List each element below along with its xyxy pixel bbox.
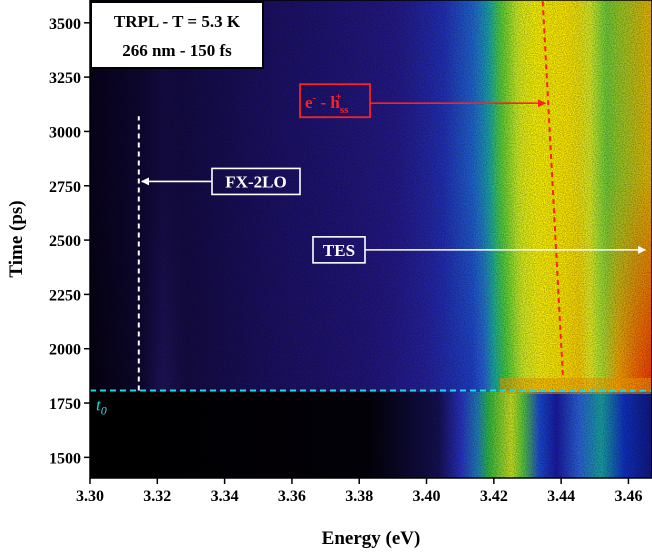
y-tick-label: 2000: [49, 342, 81, 359]
x-tick-label: 3.34: [211, 488, 239, 505]
plot-frame: [89, 0, 652, 479]
title-box: TRPL - T = 5.3 K 266 nm - 150 fs: [90, 1, 264, 69]
x-tick-label: 3.42: [480, 488, 508, 505]
x-axis-ticks: 3.30 3.32 3.34 3.36 3.38 3.40 3.42 3.44 3.46: [76, 478, 642, 505]
y-tick-label: 3500: [49, 16, 81, 33]
y-tick-label: 1500: [49, 450, 81, 467]
x-tick-label: 3.40: [413, 488, 441, 505]
y-tick-label: 2750: [49, 179, 81, 196]
title-box-frame: [90, 1, 264, 69]
y-tick-label: 3000: [49, 124, 81, 141]
y-axis-label: Time (ps): [6, 200, 27, 277]
heatmap-noise: [90, 0, 652, 478]
title-line-2: 266 nm - 150 fs: [122, 41, 232, 60]
x-tick-label: 3.46: [614, 488, 642, 505]
e-hss-label-box: [299, 83, 371, 119]
fx-2lo-label: FX-2LO: [225, 172, 286, 191]
heatmap-image: [90, 0, 652, 478]
fx-2lo-label-box: [211, 167, 301, 196]
x-tick-label: 3.44: [547, 488, 575, 505]
title-line-1: TRPL - T = 5.3 K: [114, 12, 241, 31]
x-tick-label: 3.32: [143, 488, 171, 505]
y-axis-ticks: 1500 1750 2000 2250 2500 2750 3000 3250 3500: [49, 16, 90, 467]
x-axis-label: Energy (eV): [322, 528, 421, 549]
y-tick-label: 2500: [49, 233, 81, 250]
y-tick-label: 1750: [49, 396, 81, 413]
x-tick-label: 3.38: [345, 488, 373, 505]
y-tick-label: 2250: [49, 287, 81, 304]
t0-label: t0: [96, 395, 107, 417]
tes-label-box: [312, 236, 366, 264]
y-tick-label: 3250: [49, 70, 81, 87]
e-hss-label: e- - hss+: [305, 91, 349, 116]
tes-label: TES: [323, 241, 355, 260]
x-tick-label: 3.30: [76, 488, 104, 505]
x-tick-label: 3.36: [278, 488, 306, 505]
